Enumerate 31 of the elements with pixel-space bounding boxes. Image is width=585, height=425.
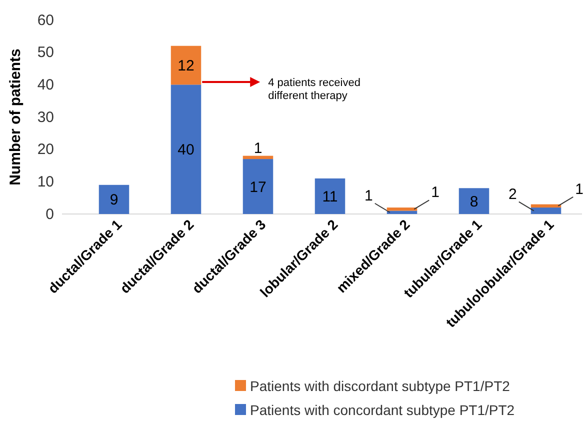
annotation: 4 patients received different therapy: [268, 77, 360, 102]
data-label: 1: [364, 187, 373, 204]
bar: [386, 208, 418, 211]
y-tick-label: 20: [37, 141, 54, 158]
data-label: 17: [250, 178, 266, 196]
y-tick-label: 60: [37, 12, 54, 29]
y-tick-label: 10: [37, 173, 54, 190]
bar: [314, 178, 346, 214]
data-label: 8: [470, 193, 478, 210]
data-label: 12: [178, 58, 194, 75]
legend-label: Patients with concordant subtype PT1/PT2: [250, 402, 515, 418]
data-label: 11: [322, 188, 338, 206]
y-tick-label: 40: [37, 76, 54, 94]
bar: [170, 46, 202, 85]
data-label: 2: [508, 186, 517, 203]
y-tick-label: 0: [46, 206, 54, 223]
y-axis-title: Number of patients: [7, 48, 24, 186]
data-label: 9: [110, 192, 118, 209]
bar: [242, 159, 274, 214]
bar: [98, 184, 130, 214]
y-tick-label: 50: [37, 44, 54, 62]
y-tick-label: 30: [37, 108, 54, 126]
bar: [242, 156, 274, 160]
data-label: 40: [178, 142, 194, 159]
bar: [530, 208, 562, 214]
data-label: 1: [254, 140, 262, 157]
legend-label: Patients with discordant subtype PT1/PT2: [250, 378, 510, 394]
bar: [170, 84, 202, 214]
data-label: 1: [575, 180, 584, 198]
bar: [458, 188, 490, 214]
data-label: 1: [431, 184, 440, 202]
